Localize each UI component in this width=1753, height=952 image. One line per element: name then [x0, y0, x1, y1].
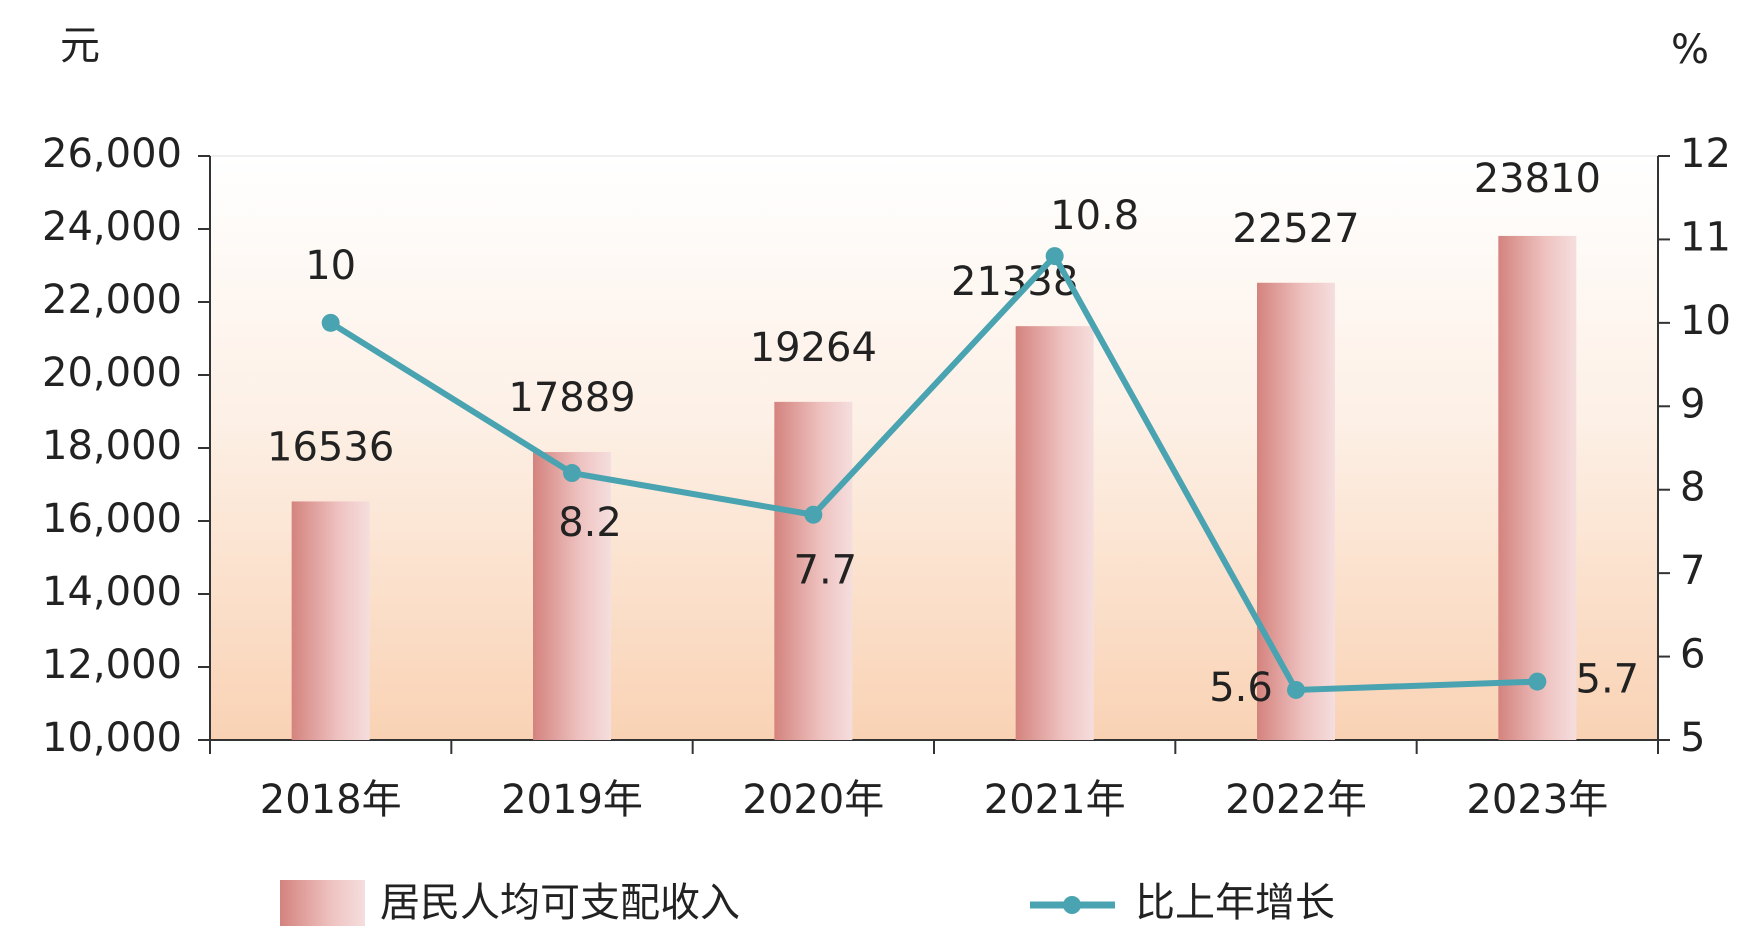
legend-swatch — [280, 880, 365, 926]
line-point — [804, 505, 823, 524]
bar — [1257, 282, 1335, 740]
y-tick-label: 20,000 — [42, 350, 182, 396]
legend-label: 居民人均可支配收入 — [380, 880, 740, 926]
y2-axis-unit: % — [1671, 27, 1709, 73]
x-tick-label: 2022年 — [1225, 777, 1367, 823]
line — [329, 251, 1538, 694]
x-tick-label: 2023年 — [1466, 777, 1608, 823]
y-tick-label: 10,000 — [42, 715, 182, 761]
bar — [1015, 326, 1094, 740]
line-point — [1528, 672, 1547, 691]
bar-value-label: 23810 — [1474, 156, 1601, 202]
legend-marker — [1063, 896, 1081, 914]
y-tick-label: 24,000 — [42, 204, 182, 250]
line-point — [563, 464, 581, 483]
y2-tick-label: 5 — [1680, 715, 1705, 761]
x-tick-label: 2018年 — [260, 777, 402, 823]
y2-tick-label: 11 — [1680, 214, 1731, 260]
bar — [291, 501, 370, 740]
y2-tick-label: 9 — [1680, 381, 1705, 427]
line-value-label: 10 — [305, 243, 356, 289]
bar — [1498, 235, 1577, 740]
bar — [774, 401, 853, 740]
x-tick-label: 2021年 — [984, 777, 1126, 823]
line-value-label: 10.8 — [1050, 193, 1139, 239]
line-value-label: 7.7 — [794, 548, 858, 594]
bar-value-label: 17889 — [508, 375, 635, 421]
y2-tick-label: 12 — [1680, 131, 1731, 177]
y-tick-label: 14,000 — [42, 569, 182, 615]
legend-label: 比上年增长 — [1135, 880, 1335, 926]
y-axis-unit: 元 — [60, 23, 100, 69]
y-tick-label: 22,000 — [42, 277, 182, 323]
y-tick-label: 18,000 — [42, 423, 182, 469]
y2-tick-label: 8 — [1680, 465, 1705, 511]
line-point — [1045, 247, 1064, 266]
x-tick-label: 2020年 — [742, 777, 884, 823]
y2-tick-label: 7 — [1680, 548, 1705, 594]
bar — [533, 452, 611, 740]
x-tick-label: 2019年 — [501, 777, 643, 823]
y-tick-label: 26,000 — [42, 131, 182, 177]
bar-value-label: 16536 — [267, 424, 394, 470]
y-tick-label: 12,000 — [42, 642, 182, 688]
bar-value-label: 22527 — [1232, 206, 1359, 252]
y2-tick-label: 6 — [1680, 632, 1705, 678]
line-value-label: 5.6 — [1209, 665, 1273, 711]
plot-background — [210, 156, 1658, 740]
line-point — [1287, 680, 1305, 699]
line-point — [321, 313, 340, 332]
bar-value-label: 19264 — [750, 325, 877, 371]
y2-tick-label: 10 — [1680, 298, 1731, 344]
line-value-label: 5.7 — [1576, 657, 1640, 703]
y-tick-label: 16,000 — [42, 496, 182, 542]
line-value-label: 8.2 — [558, 500, 622, 546]
